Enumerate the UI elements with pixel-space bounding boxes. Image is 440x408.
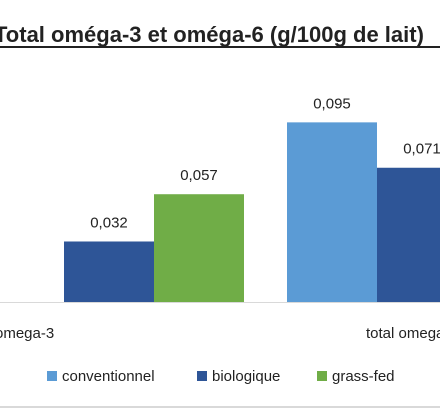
legend-label-biologique: biologique xyxy=(212,368,280,385)
legend: conventionnel biologique grass-fed xyxy=(47,368,395,385)
data-label-conventionnel-total-omega-6: 0,095 xyxy=(313,95,351,112)
chart-title: Total oméga-3 et oméga-6 (g/100g de lait… xyxy=(0,22,424,47)
bar-biologique-omega-3 xyxy=(64,241,154,302)
legend-swatch-grass-fed xyxy=(317,371,327,381)
data-label-grass-fed-omega-3: 0,057 xyxy=(180,167,218,184)
legend-swatch-biologique xyxy=(197,371,207,381)
bars-group: 0,032 0,057 0,095 0,071 xyxy=(64,95,440,302)
legend-label-conventionnel: conventionnel xyxy=(62,368,155,385)
bar-grass-fed-omega-3 xyxy=(154,194,244,302)
legend-swatch-conventionnel xyxy=(47,371,57,381)
bar-biologique-total-omega-6 xyxy=(377,167,440,302)
data-label-biologique-omega-3: 0,032 xyxy=(90,214,128,231)
bar-conventionnel-total-omega-6 xyxy=(287,122,377,302)
category-label-total-omega-6: total omega-6 xyxy=(366,325,440,342)
chart-title-group: Total oméga-3 et oméga-6 (g/100g de lait… xyxy=(0,22,440,48)
data-label-biologique-total-omega-6: 0,071 xyxy=(403,141,440,158)
legend-label-grass-fed: grass-fed xyxy=(332,368,395,385)
chart-border xyxy=(0,406,440,408)
category-labels: omega-3 total omega-6 xyxy=(0,325,440,342)
category-label-omega-3: omega-3 xyxy=(0,325,54,342)
